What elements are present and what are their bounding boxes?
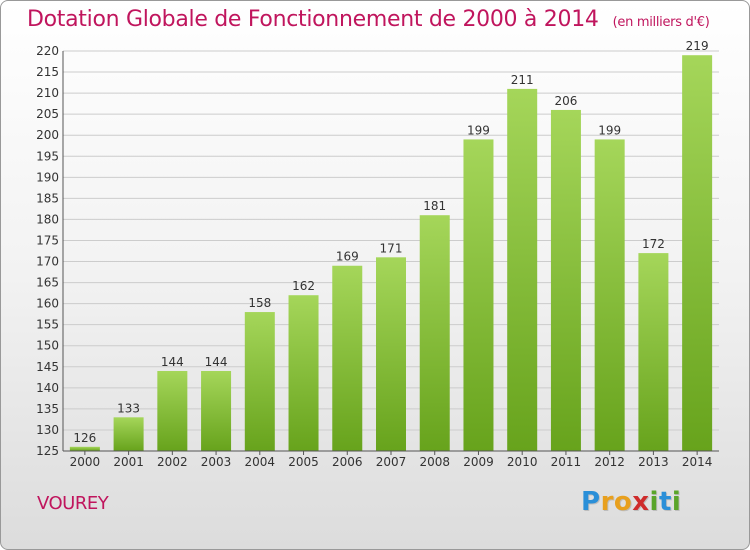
- bar-2007: [376, 257, 406, 451]
- y-tick-label: 180: [36, 212, 59, 226]
- y-tick-label: 220: [36, 44, 59, 58]
- bar-2013: [638, 253, 669, 451]
- bar-2006: [332, 265, 363, 451]
- data-label-2008: 181: [423, 199, 446, 213]
- data-label-2009: 199: [467, 123, 490, 137]
- bar-2012: [594, 139, 625, 451]
- x-tick-label-2007: 2007: [376, 455, 407, 469]
- bar-2009: [463, 139, 494, 451]
- data-label-2007: 171: [380, 241, 403, 255]
- y-tick-label: 195: [36, 149, 59, 163]
- proxiti-logo: Proxiti: [581, 487, 681, 517]
- bar-2008: [419, 215, 450, 451]
- x-axis-ticks: 2000 2001 2002 2003 2004 2005 2006 2007 2008 2009…: [70, 451, 713, 469]
- y-tick-label: 215: [36, 65, 59, 79]
- chart-unit: (en milliers d'€): [612, 15, 710, 30]
- data-label-2004: 158: [248, 296, 271, 310]
- y-tick-label: 170: [36, 255, 59, 269]
- x-tick-label-2005: 2005: [288, 455, 319, 469]
- logo-letter: r: [600, 487, 614, 517]
- logo-letter: o: [613, 487, 633, 517]
- y-tick-label: 210: [36, 86, 59, 100]
- bar-2003: [201, 371, 232, 451]
- bar-2001: [113, 417, 144, 451]
- y-tick-label: 130: [36, 423, 59, 437]
- bar-2005: [288, 295, 319, 451]
- bars: [69, 55, 713, 452]
- y-tick-label: 145: [36, 360, 59, 374]
- data-label-2012: 199: [598, 123, 621, 137]
- y-tick-label: 200: [36, 128, 59, 142]
- x-tick-label-2009: 2009: [463, 455, 494, 469]
- x-tick-label-2001: 2001: [113, 455, 144, 469]
- bar-2000: [69, 446, 100, 451]
- y-tick-label: 155: [36, 318, 59, 332]
- chart-title-text: Dotation Globale de Fonctionnement de 20…: [27, 7, 599, 32]
- y-tick-label: 205: [36, 107, 59, 121]
- y-tick-label: 190: [36, 170, 59, 184]
- data-label-2003: 144: [205, 355, 228, 369]
- x-tick-label-2010: 2010: [507, 455, 538, 469]
- y-tick-label: 185: [36, 191, 59, 205]
- x-tick-label-2006: 2006: [332, 455, 363, 469]
- bar-2014: [682, 55, 713, 452]
- logo-letter: i: [671, 487, 682, 517]
- x-tick-label-2003: 2003: [201, 455, 232, 469]
- bar-2004: [244, 312, 275, 451]
- x-tick-label-2012: 2012: [594, 455, 625, 469]
- data-label-2011: 206: [554, 94, 577, 108]
- data-label-2013: 172: [642, 237, 665, 251]
- x-tick-label-2004: 2004: [245, 455, 276, 469]
- x-tick-label-2014: 2014: [682, 455, 713, 469]
- y-tick-label: 140: [36, 381, 59, 395]
- y-tick-label: 125: [36, 444, 59, 458]
- data-label-2014: 219: [686, 39, 709, 53]
- bar-2011: [550, 109, 581, 452]
- data-label-2001: 133: [117, 401, 140, 415]
- y-tick-label: 160: [36, 297, 59, 311]
- data-label-2005: 162: [292, 279, 315, 293]
- data-label-2006: 169: [336, 250, 359, 264]
- y-axis-ticks: 125 130 135 140 145 150 155 160 165 170 175 180 185 1…: [36, 44, 59, 458]
- logo-letter: t: [658, 487, 672, 517]
- y-tick-label: 150: [36, 339, 59, 353]
- y-tick-label: 135: [36, 402, 59, 416]
- bar-2010: [507, 88, 538, 451]
- bar-2002: [157, 371, 188, 451]
- data-label-2010: 211: [511, 73, 534, 87]
- x-tick-label-2000: 2000: [70, 455, 101, 469]
- logo-letter: i: [649, 487, 659, 517]
- logo-letter: P: [581, 487, 601, 517]
- logo-letter: x: [632, 487, 650, 517]
- data-label-2002: 144: [161, 355, 184, 369]
- data-labels: 126 133 144 144 158 162 169 171 181 199 211 206 199 1…: [73, 39, 708, 445]
- chart-title: Dotation Globale de Fonctionnement de 20…: [27, 7, 710, 32]
- x-tick-label-2008: 2008: [419, 455, 450, 469]
- y-tick-label: 165: [36, 276, 59, 290]
- x-tick-label-2002: 2002: [157, 455, 188, 469]
- commune-name: VOUREY: [37, 493, 109, 514]
- x-tick-label-2013: 2013: [638, 455, 669, 469]
- x-tick-label-2011: 2011: [551, 455, 582, 469]
- y-tick-label: 175: [36, 233, 59, 247]
- data-label-2000: 126: [73, 431, 96, 445]
